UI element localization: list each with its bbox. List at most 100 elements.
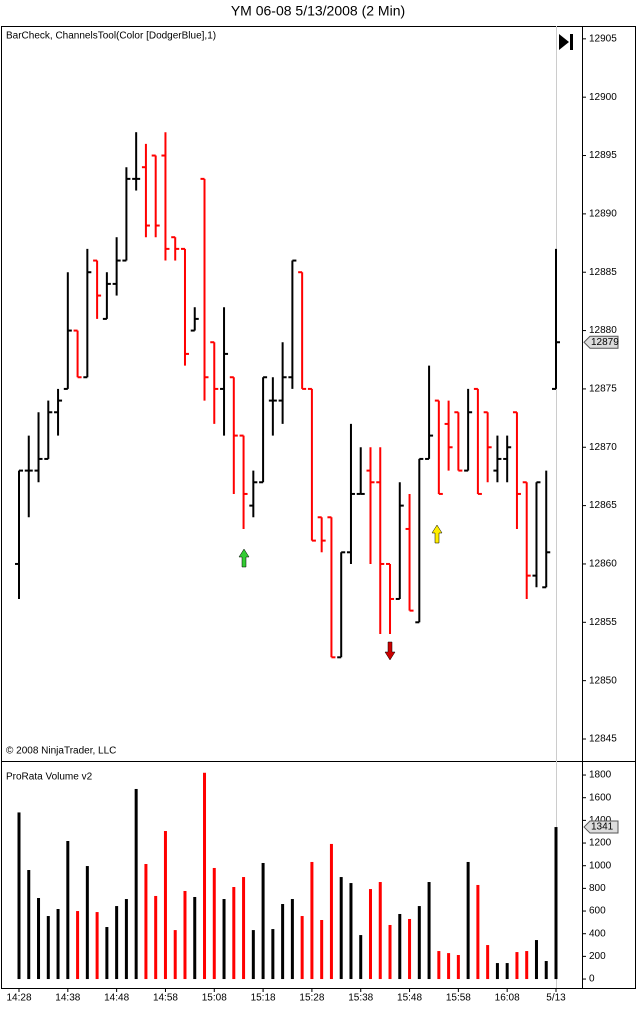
x-tick-label: 15:58 [446, 993, 471, 1004]
x-tick-label: 14:58 [153, 993, 178, 1004]
x-tick-label: 15:28 [299, 993, 324, 1004]
volume-bar [124, 899, 128, 980]
y-tick-label: 12900 [589, 92, 617, 103]
volume-bar [525, 951, 529, 980]
volume-bar [163, 831, 167, 980]
last-value-label: 1341 [591, 822, 614, 833]
volume-bar [505, 963, 509, 980]
volume-bar [37, 898, 41, 980]
y-tick-label: 12850 [589, 675, 617, 686]
x-tick-label: 14:28 [6, 993, 31, 1004]
y-tick-label: 0 [589, 974, 595, 985]
chart-title: YM 06-08 5/13/2008 (2 Min) [231, 3, 405, 19]
y-tick-label: 12875 [589, 384, 617, 395]
y-tick-label: 200 [589, 951, 606, 962]
volume-bar [534, 940, 538, 980]
volume-bar [349, 883, 353, 980]
volume-bar [515, 952, 519, 980]
volume-bar [134, 788, 138, 980]
copyright: © 2008 NinjaTrader, LLC [6, 746, 116, 757]
y-tick-label: 600 [589, 906, 606, 917]
volume-bar [408, 918, 412, 980]
volume-bar [486, 945, 490, 980]
volume-bar [76, 911, 80, 980]
volume-bar [183, 890, 187, 980]
volume-bar [427, 882, 431, 980]
volume-bar [300, 916, 304, 980]
volume-bar [495, 963, 499, 980]
volume-bar [232, 887, 236, 980]
volume-bar [212, 867, 216, 980]
volume-bar [17, 812, 21, 980]
y-tick-label: 12895 [589, 150, 617, 161]
volume-bar [261, 862, 265, 980]
x-tick-label: 5/13 [546, 993, 566, 1004]
x-tick-label: 15:18 [251, 993, 276, 1004]
y-tick-label: 1600 [589, 792, 612, 803]
volume-bar [476, 884, 480, 980]
x-tick-label: 14:38 [55, 993, 80, 1004]
volume-bar [251, 930, 255, 980]
x-tick-label: 14:48 [104, 993, 129, 1004]
volume-bar [144, 864, 148, 980]
volume-bar [339, 877, 343, 980]
volume-bar [173, 930, 177, 980]
indicator-label: BarCheck, ChannelsTool(Color [DodgerBlue… [6, 31, 216, 42]
volume-title: ProRata Volume v2 [6, 772, 93, 783]
y-tick-label: 1000 [589, 860, 612, 871]
signal-arrows [238, 524, 443, 661]
x-tick-label: 15:38 [348, 993, 373, 1004]
volume-bar [417, 906, 421, 980]
y-tick-label: 12865 [589, 500, 617, 511]
frame [1, 26, 636, 989]
volume-bar [447, 953, 451, 980]
y-tick-label: 1200 [589, 838, 612, 849]
volume-bar [281, 904, 285, 980]
last-value-marker [583, 820, 619, 834]
play-icon [559, 34, 573, 50]
y-tick-label: 800 [589, 883, 606, 894]
volume-bar [466, 861, 470, 980]
y-tick-label: 12855 [589, 617, 617, 628]
volume-bar [544, 961, 548, 980]
volume-bar [46, 916, 50, 980]
volume-bar [85, 866, 89, 980]
y-tick-label: 12860 [589, 559, 617, 570]
volume-bar [95, 912, 99, 980]
volume-bar [554, 827, 558, 980]
volume-bar [320, 919, 324, 980]
last-value-label: 12879 [591, 337, 619, 348]
y-tick-label: 400 [589, 928, 606, 939]
y-tick-label: 1800 [589, 770, 612, 781]
volume-bar [388, 924, 392, 980]
volume-bar [368, 889, 372, 980]
volume-bar [290, 899, 294, 980]
volume-bar [359, 935, 363, 980]
y-tick-label: 12880 [589, 325, 617, 336]
volume-bar [203, 772, 207, 980]
y-tick-label: 12905 [589, 33, 617, 44]
volume-bar [105, 927, 109, 980]
volume-bar [271, 929, 275, 980]
volume-bar [193, 896, 197, 980]
x-tick-label: 15:48 [397, 993, 422, 1004]
y-tick-label: 12845 [589, 734, 617, 745]
volume-bar [27, 870, 31, 980]
volume-bar [456, 955, 460, 980]
volume-bar [222, 899, 226, 980]
volume-bar [378, 882, 382, 980]
volume-bar [398, 913, 402, 980]
volume-bar [242, 877, 246, 980]
last-value-marker [583, 335, 619, 349]
volume-bar [437, 951, 441, 980]
x-tick-label: 15:08 [202, 993, 227, 1004]
x-tick-label: 16:08 [495, 993, 520, 1004]
y-tick-label: 12885 [589, 267, 617, 278]
volume-bar [115, 906, 119, 980]
volume-bar [329, 843, 333, 980]
y-tick-label: 12870 [589, 442, 617, 453]
volume-bar [56, 909, 60, 980]
volume-bar [66, 840, 70, 980]
